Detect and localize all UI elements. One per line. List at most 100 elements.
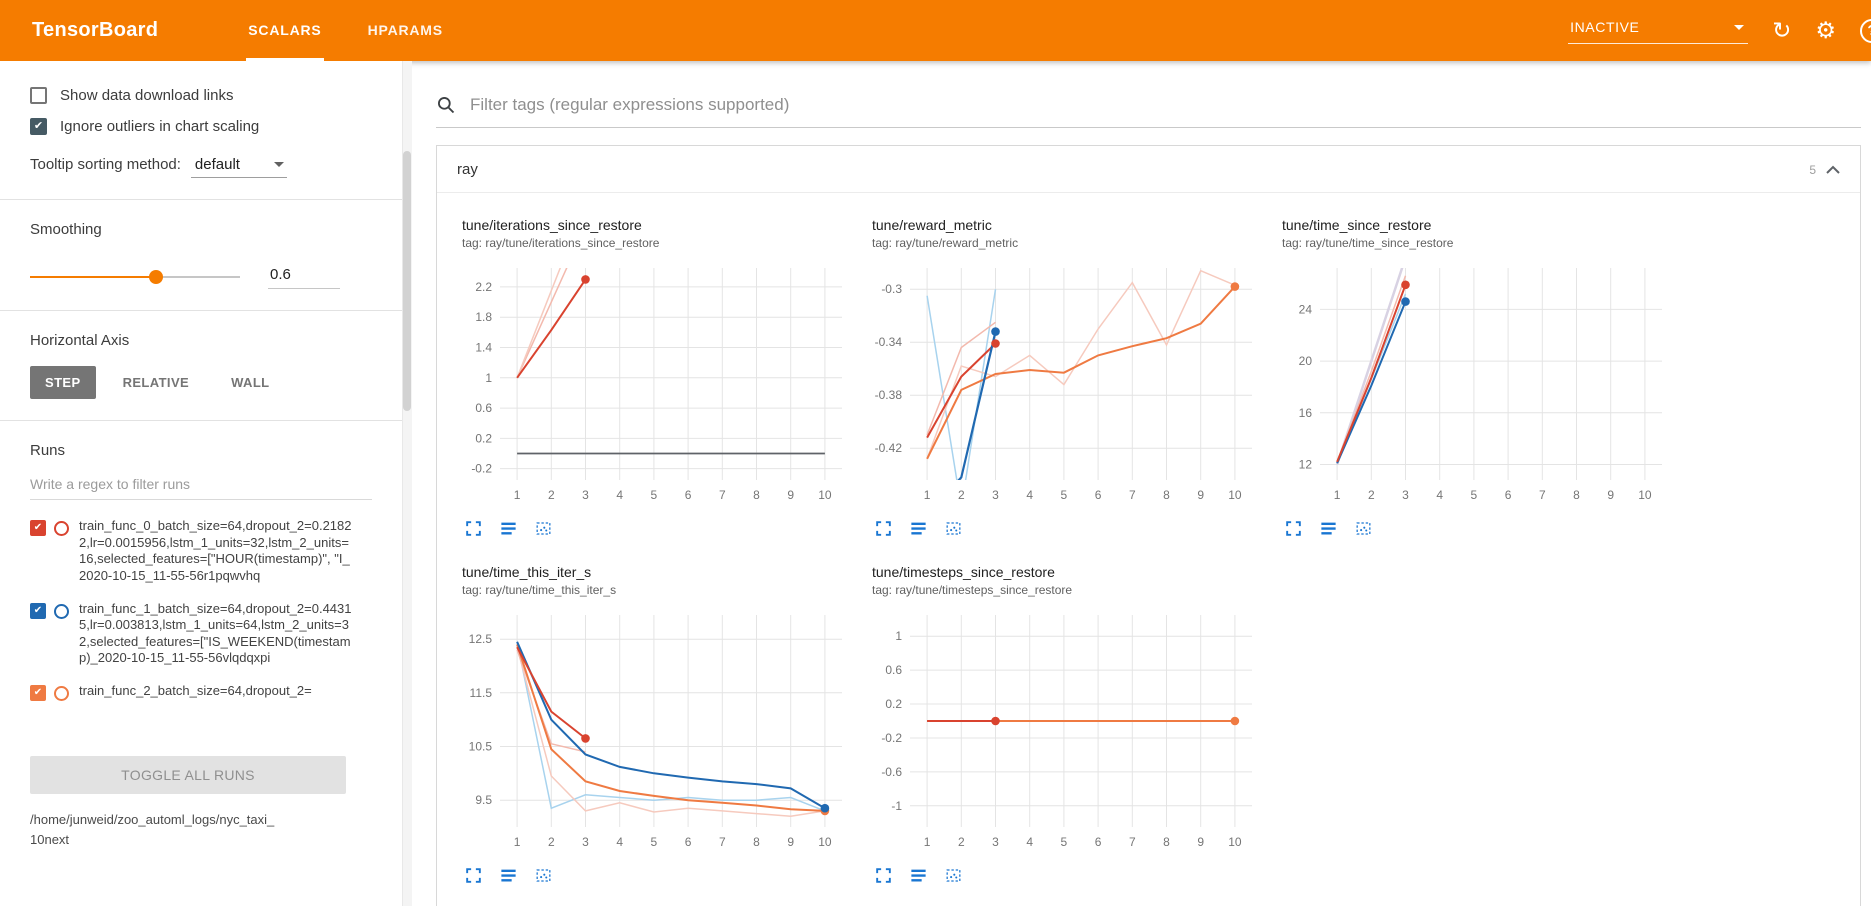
chart-tag: tag: ray/tune/iterations_since_restore <box>462 236 660 250</box>
scalar-chart-card: tune/reward_metric tag: ray/tune/reward_… <box>864 213 1264 538</box>
expand-chart-icon[interactable] <box>464 519 483 538</box>
svg-text:3: 3 <box>582 488 589 502</box>
svg-text:-0.2: -0.2 <box>881 731 902 745</box>
svg-text:20: 20 <box>1299 354 1313 368</box>
svg-text:-0.38: -0.38 <box>875 388 903 402</box>
log-directory-path-line: /home/junweid/zoo_automl_logs/nyc_taxi_ <box>30 812 275 827</box>
option-ignore-outliers[interactable]: Ignore outliers in chart scaling <box>30 118 372 135</box>
svg-text:9.5: 9.5 <box>475 793 492 807</box>
chevron-up-icon[interactable] <box>1826 165 1840 174</box>
scalar-chart-card: tune/time_this_iter_s tag: ray/tune/time… <box>454 560 854 885</box>
line-chart[interactable]: -0.42 -0.38 -0.34 -0.3 1 2 3 4 5 6 7 8 9 10 <box>864 258 1264 515</box>
svg-text:1: 1 <box>514 488 521 502</box>
view-data-icon[interactable] <box>1319 519 1338 538</box>
settings-sidebar: Show data download links Ignore outliers… <box>0 61 412 906</box>
svg-text:11.5: 11.5 <box>470 686 493 700</box>
smoothing-slider[interactable] <box>30 269 240 285</box>
run-filter-input[interactable] <box>30 473 372 500</box>
expand-chart-icon[interactable] <box>874 519 893 538</box>
svg-text:9: 9 <box>1607 488 1614 502</box>
line-chart[interactable]: -1 -0.6 -0.2 0.2 0.6 1 1 2 3 4 5 6 7 8 9 10 <box>864 605 1264 862</box>
view-data-icon[interactable] <box>499 866 518 885</box>
svg-text:2.2: 2.2 <box>475 280 492 294</box>
run-radio[interactable] <box>54 521 69 536</box>
fit-domain-icon[interactable] <box>944 866 963 885</box>
svg-text:3: 3 <box>992 488 999 502</box>
axis-relative-button[interactable]: RELATIVE <box>122 375 190 390</box>
run-radio[interactable] <box>54 603 69 619</box>
view-data-icon[interactable] <box>909 866 928 885</box>
tab-scalars[interactable]: SCALARS <box>246 0 324 61</box>
line-chart[interactable]: -0.2 0.2 0.6 1 1.4 1.8 2.2 1 2 3 4 5 6 7 8 9 10 <box>454 258 854 515</box>
fit-domain-icon[interactable] <box>534 519 553 538</box>
tag-count-badge: 5 <box>1809 162 1816 177</box>
run-name: train_func_1_batch_size=64,dropout_2=0.4… <box>79 600 352 666</box>
tag-group-header[interactable]: ray 5 <box>437 146 1860 193</box>
chart-tag: tag: ray/tune/time_since_restore <box>1282 236 1454 250</box>
smoothing-slider-thumb[interactable] <box>149 270 163 284</box>
svg-text:7: 7 <box>719 835 726 849</box>
svg-text:1: 1 <box>924 835 931 849</box>
chart-actions <box>874 519 1264 538</box>
run-item[interactable]: train_func_1_batch_size=64,dropout_2=0.4… <box>30 601 372 668</box>
line-chart[interactable]: 9.5 10.5 11.5 12.5 1 2 3 4 5 6 7 8 9 10 <box>454 605 854 862</box>
tooltip-sorting-value: default <box>194 156 240 173</box>
checkbox-icon[interactable] <box>30 118 47 135</box>
refresh-icon[interactable]: ↻ <box>1772 17 1792 43</box>
top-nav: SCALARS HPARAMS <box>246 0 487 61</box>
expand-chart-icon[interactable] <box>464 866 483 885</box>
svg-text:24: 24 <box>1299 302 1313 316</box>
checkbox-icon[interactable] <box>30 87 47 104</box>
option-show-download-links[interactable]: Show data download links <box>30 87 372 104</box>
fit-domain-icon[interactable] <box>944 519 963 538</box>
sidebar-scrollbar-thumb[interactable] <box>403 151 411 411</box>
svg-text:5: 5 <box>1061 835 1068 849</box>
axis-wall-button[interactable]: WALL <box>231 375 270 390</box>
view-data-icon[interactable] <box>499 519 518 538</box>
tooltip-sorting-row: Tooltip sorting method: default <box>30 155 372 178</box>
smoothing-value-field[interactable]: 0.6 <box>268 265 340 289</box>
tooltip-sorting-select[interactable]: default <box>190 155 287 178</box>
line-chart[interactable]: 12 16 20 24 1 2 3 4 5 6 7 8 9 10 <box>1274 258 1674 515</box>
run-item[interactable]: train_func_2_batch_size=64,dropout_2= <box>30 683 372 701</box>
sidebar-scrollbar-track[interactable] <box>402 61 412 906</box>
smoothing-control: 0.6 <box>30 265 372 289</box>
fit-domain-icon[interactable] <box>534 866 553 885</box>
svg-text:10.5: 10.5 <box>469 740 493 754</box>
chart-actions <box>1284 519 1674 538</box>
view-data-icon[interactable] <box>909 519 928 538</box>
scalar-chart-card: tune/time_since_restore tag: ray/tune/ti… <box>1274 213 1674 538</box>
svg-text:10: 10 <box>818 488 832 502</box>
toggle-all-runs-button[interactable]: TOGGLE ALL RUNS <box>30 756 346 794</box>
app-logo: TensorBoard <box>32 19 159 41</box>
runs-section-title: Runs <box>30 442 66 459</box>
run-item[interactable]: train_func_0_batch_size=64,dropout_2=0.2… <box>30 518 372 585</box>
svg-text:-0.2: -0.2 <box>471 462 492 476</box>
expand-chart-icon[interactable] <box>1284 519 1303 538</box>
scalar-chart-card: tune/timesteps_since_restore tag: ray/tu… <box>864 560 1264 885</box>
run-checkbox[interactable] <box>30 685 46 701</box>
axis-step-button[interactable]: STEP <box>30 366 96 399</box>
gear-icon[interactable]: ⚙ <box>1815 17 1836 43</box>
run-checkbox[interactable] <box>30 602 46 619</box>
fit-domain-icon[interactable] <box>1354 519 1373 538</box>
chart-title: tune/time_this_iter_s <box>462 564 592 580</box>
svg-text:2: 2 <box>958 488 965 502</box>
svg-text:2: 2 <box>548 488 555 502</box>
svg-text:7: 7 <box>719 488 726 502</box>
svg-text:2: 2 <box>958 835 965 849</box>
top-app-bar: TensorBoard SCALARS HPARAMS INACTIVE ↻ ⚙… <box>0 0 1871 61</box>
svg-text:10: 10 <box>818 835 832 849</box>
svg-text:8: 8 <box>1163 835 1170 849</box>
run-radio[interactable] <box>54 686 69 701</box>
expand-chart-icon[interactable] <box>874 866 893 885</box>
data-status-dropdown[interactable]: INACTIVE <box>1568 17 1749 44</box>
help-icon[interactable]: ? <box>1860 18 1871 43</box>
option-label: Show data download links <box>60 87 234 104</box>
svg-text:7: 7 <box>1539 488 1546 502</box>
tab-hparams[interactable]: HPARAMS <box>367 22 443 38</box>
tag-filter-input[interactable] <box>468 94 1861 116</box>
horizontal-axis-toggle: STEP RELATIVE WALL <box>30 366 372 399</box>
svg-text:1: 1 <box>895 629 902 643</box>
run-checkbox[interactable] <box>30 520 46 536</box>
